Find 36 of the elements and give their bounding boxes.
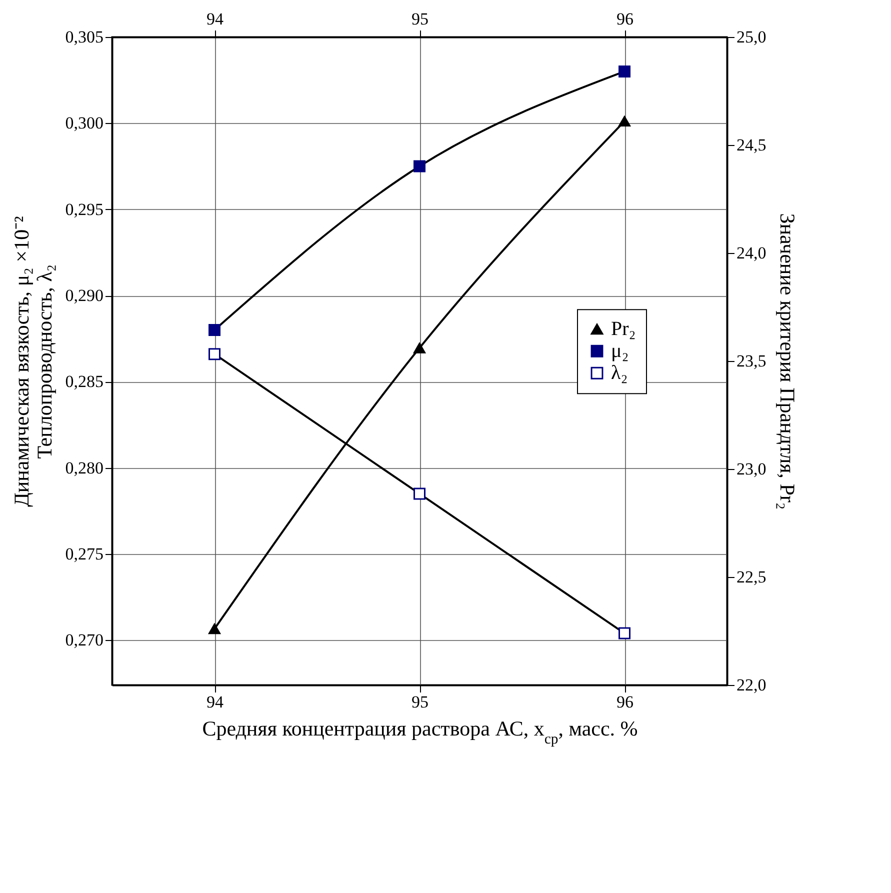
y-tick-label: 0,290	[65, 286, 104, 306]
point	[414, 488, 426, 500]
point	[414, 160, 426, 172]
y-tick-label: 0,270	[65, 630, 104, 650]
y2-tick-label: 23,0	[736, 460, 766, 478]
y-axis-title: Динамическая вязкость, μ₂ ×10⁻² Теплопроводность, λ₂	[9, 216, 56, 507]
y-tick-label: 0,275	[65, 544, 104, 564]
x-tick-label: 95	[412, 692, 428, 712]
point	[618, 627, 630, 640]
y-tick-label: 0,285	[65, 372, 104, 392]
x2-tick-label: 96	[616, 10, 634, 28]
y-tick-label: 0,295	[65, 200, 104, 219]
y-tick-label: 0,280	[65, 458, 104, 478]
y2-tick-label: 23,5	[736, 352, 766, 370]
point	[208, 348, 220, 360]
x-axis-title: Средняя концентрация раствора АС, x$_{ср}$, масс. %	[202, 716, 638, 748]
y2-tick-label: 24,0	[736, 244, 766, 262]
point	[414, 342, 426, 354]
point	[618, 116, 630, 127]
y2-tick-label: 24,5	[736, 136, 766, 154]
x-tick-label: 94	[206, 692, 224, 712]
y2-tick-label: 25,0	[736, 28, 766, 46]
legend-label: λ₂	[611, 362, 628, 384]
x-tick-label: 96	[616, 692, 634, 712]
point	[208, 624, 220, 634]
legend-label: Pr₂	[611, 318, 636, 340]
point	[618, 65, 630, 78]
y2-tick-label: 22,5	[736, 568, 766, 586]
point	[208, 324, 220, 336]
y-tick-label: 0,300	[65, 114, 104, 133]
y2-axis-title: Значение критерия Прандтля, Pr₂	[775, 213, 800, 510]
y2-tick-label: 22,0	[736, 676, 766, 694]
x2-tick-label: 94	[206, 10, 224, 28]
y-tick-label: 0,305	[65, 28, 104, 46]
x2-tick-label: 95	[412, 10, 428, 28]
legend-label: μ₂	[611, 340, 629, 362]
